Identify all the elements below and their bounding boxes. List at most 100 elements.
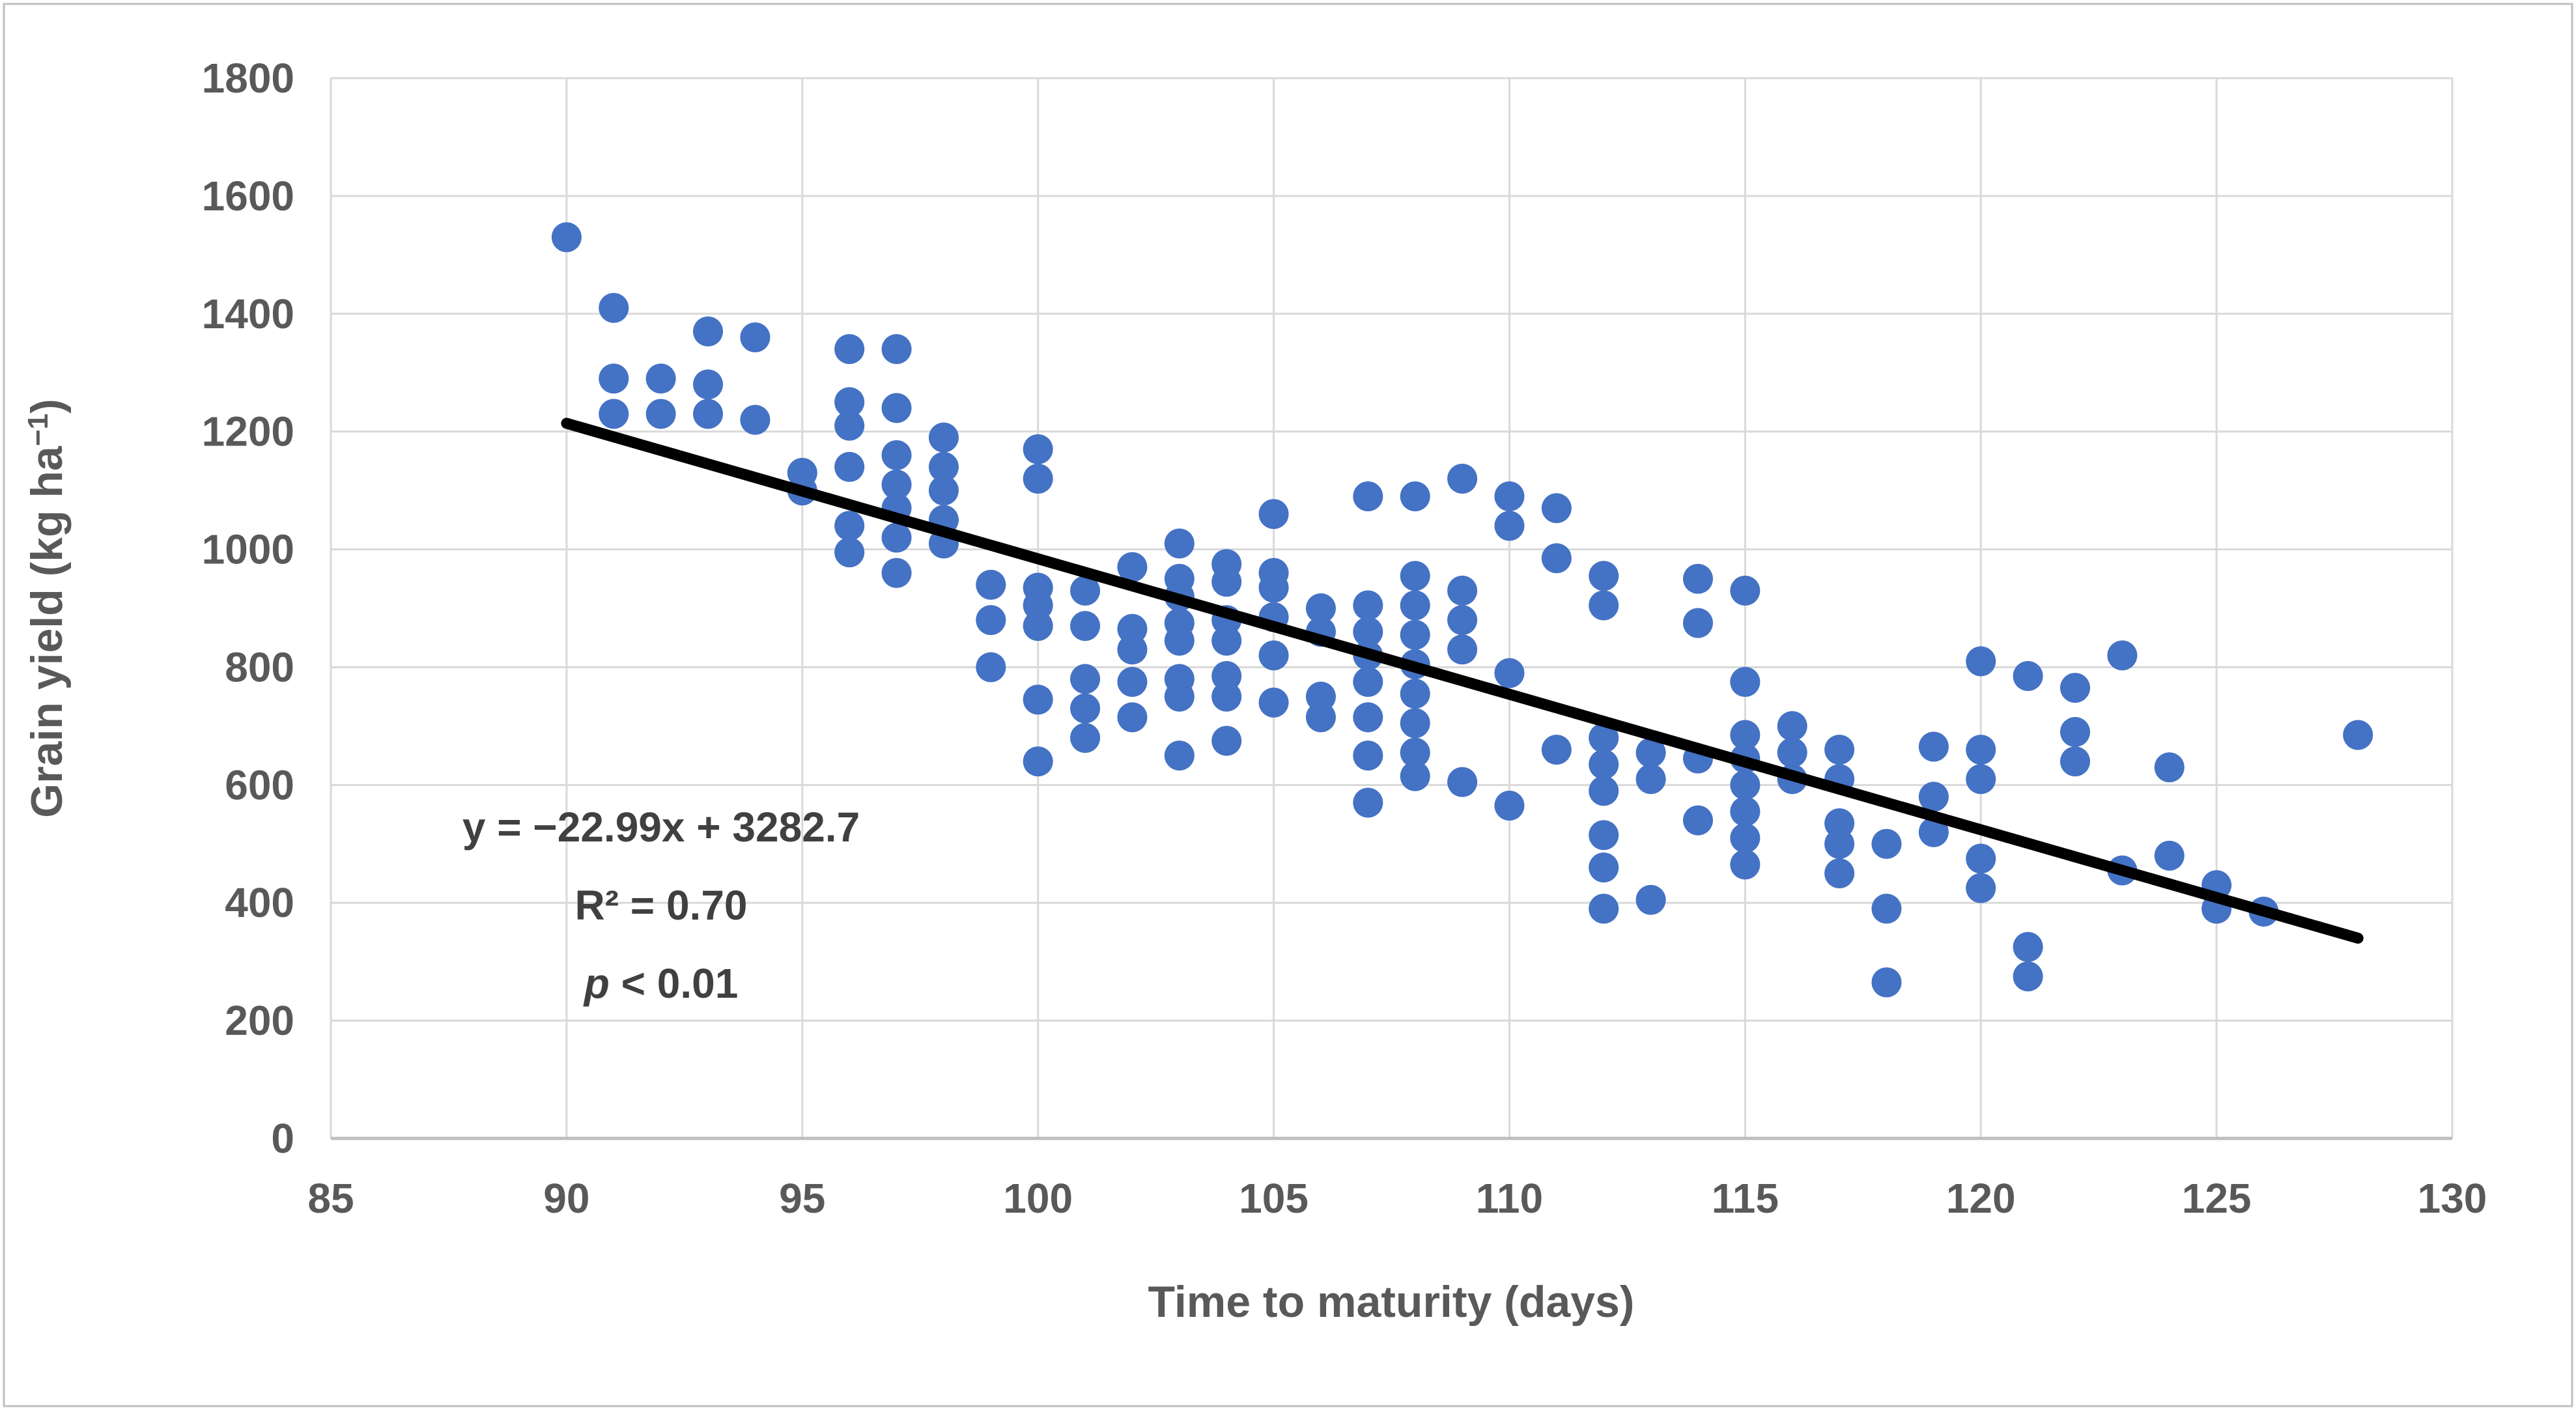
data-point <box>1494 790 1525 821</box>
data-point <box>1541 543 1572 574</box>
data-point <box>881 522 912 553</box>
data-point <box>2013 932 2043 963</box>
data-point <box>881 393 912 423</box>
data-point <box>1258 687 1289 718</box>
data-point <box>1211 625 1242 656</box>
data-point <box>1824 828 1855 859</box>
data-point <box>693 399 724 429</box>
data-point <box>1824 858 1855 888</box>
data-point <box>1966 764 1996 795</box>
data-point <box>2107 640 2138 671</box>
data-point <box>551 222 582 253</box>
data-point <box>834 387 865 417</box>
data-point <box>1164 740 1195 771</box>
data-point <box>599 363 629 394</box>
data-point <box>1635 764 1666 795</box>
data-point <box>1447 575 1478 606</box>
data-point <box>1589 590 1619 621</box>
y-tick-label: 1400 <box>202 290 294 337</box>
data-point <box>2013 961 2043 992</box>
data-point <box>928 451 959 482</box>
data-point <box>1589 561 1619 591</box>
data-point <box>1117 702 1148 733</box>
data-point <box>1966 646 1996 677</box>
data-point <box>1918 817 1949 847</box>
data-point <box>881 557 912 588</box>
x-tick-label: 115 <box>1712 1175 1779 1222</box>
y-tick-label: 400 <box>225 879 294 926</box>
data-point <box>1871 828 1902 859</box>
data-point <box>1589 722 1619 753</box>
data-point <box>1353 787 1383 818</box>
data-point <box>1589 852 1619 882</box>
data-point <box>1918 731 1949 762</box>
data-point <box>976 605 1006 636</box>
data-point <box>1211 661 1242 692</box>
data-point <box>1730 575 1761 606</box>
data-point <box>1730 667 1761 698</box>
data-point <box>599 292 629 323</box>
data-point <box>2154 752 2185 783</box>
y-tick-label: 1600 <box>202 173 294 219</box>
data-point <box>1353 481 1383 512</box>
regression-p-value: p < 0.01 <box>583 960 739 1007</box>
data-point <box>599 399 629 429</box>
data-point <box>645 363 676 394</box>
data-point <box>1070 722 1101 753</box>
data-point <box>1070 664 1101 694</box>
data-point <box>1589 749 1619 780</box>
data-point <box>834 451 865 482</box>
x-tick-label: 125 <box>2182 1175 2252 1222</box>
data-point <box>1589 820 1619 851</box>
data-point <box>1541 735 1572 765</box>
data-point <box>1871 967 1902 998</box>
data-point <box>1070 693 1101 724</box>
data-point <box>1494 481 1525 512</box>
data-point <box>1023 746 1053 777</box>
data-point <box>976 569 1006 600</box>
data-point <box>1494 511 1525 541</box>
data-point <box>1023 684 1053 715</box>
y-tick-label: 200 <box>225 997 294 1044</box>
data-point <box>1682 563 1713 594</box>
data-point <box>1589 776 1619 806</box>
data-point <box>1635 884 1666 915</box>
data-point <box>1494 658 1525 688</box>
data-point <box>2059 746 2090 777</box>
data-point <box>881 470 912 500</box>
data-point <box>1730 797 1761 827</box>
data-point <box>928 422 959 453</box>
data-point <box>1070 575 1101 606</box>
data-point <box>834 537 865 568</box>
data-point <box>1070 611 1101 642</box>
data-point <box>2154 840 2185 871</box>
data-point <box>1164 528 1195 559</box>
data-point <box>881 334 912 365</box>
data-point <box>1400 481 1430 512</box>
data-point <box>1635 737 1666 768</box>
y-tick-label: 1200 <box>202 408 294 455</box>
tick-labels: 85 90 95 100 105 110 115 120 125 130 0 200 400 600 800… <box>202 55 2487 1222</box>
data-point <box>1258 640 1289 671</box>
data-point <box>1730 720 1761 750</box>
data-point <box>1730 849 1761 880</box>
data-point <box>1824 808 1855 839</box>
data-point <box>1023 464 1053 494</box>
data-point <box>1447 634 1478 665</box>
data-point <box>1777 737 1807 768</box>
data-point <box>1682 608 1713 638</box>
data-point <box>740 322 771 352</box>
x-tick-label: 110 <box>1476 1175 1543 1222</box>
data-point <box>693 316 724 346</box>
data-point <box>1541 493 1572 524</box>
x-tick-label: 100 <box>1003 1175 1073 1222</box>
data-point <box>1164 681 1195 712</box>
data-point <box>2059 673 2090 703</box>
x-tick-label: 120 <box>1946 1175 2016 1222</box>
data-point <box>1400 619 1430 650</box>
y-tick-label: 1800 <box>202 55 294 102</box>
data-point <box>1211 681 1242 712</box>
data-point <box>1918 782 1949 812</box>
x-axis-title: Time to maturity (days) <box>1148 1277 1635 1327</box>
